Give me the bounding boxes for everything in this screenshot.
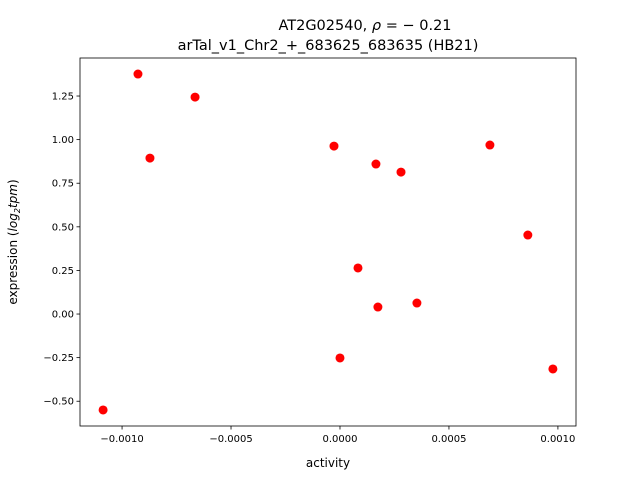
- x-tick-label: 0.0000: [322, 434, 357, 445]
- x-axis-label: activity: [306, 456, 350, 470]
- x-tick-label: −0.0005: [209, 434, 252, 445]
- data-point: [98, 405, 108, 415]
- chart-title-line1: AT2G02540, ρ = − 0.21: [278, 18, 451, 34]
- data-point: [329, 141, 339, 151]
- data-point: [335, 353, 345, 363]
- data-point: [412, 298, 422, 308]
- y-tick-label: 0.25: [52, 266, 74, 277]
- chart-title-line2: arTal_v1_Chr2_+_683625_683635 (HB21): [178, 38, 479, 54]
- y-tick-label: 0.50: [52, 222, 74, 233]
- axes-frame: [79, 57, 577, 427]
- y-tick-label: 1.25: [52, 92, 74, 103]
- y-axis-label: expression (log2tpm): [6, 179, 22, 304]
- title-rho: ρ: [372, 18, 382, 34]
- data-point: [485, 140, 495, 150]
- x-axis-ticks: −0.0010 −0.0005 0.0000 0.0005 0.0010: [100, 426, 575, 445]
- title-prefix: AT2G02540,: [278, 18, 371, 34]
- y-tick-label: 1.00: [52, 135, 74, 146]
- data-point: [396, 167, 406, 177]
- data-point: [133, 69, 143, 79]
- data-point: [145, 153, 155, 163]
- y-tick-label: 0.00: [52, 310, 74, 321]
- y-tick-label: −0.25: [43, 353, 74, 364]
- data-point: [190, 92, 200, 102]
- y-tick-label: 0.75: [52, 179, 74, 190]
- y-axis-ticks: −0.50 −0.25 0.00 0.25 0.50 0.75 1.00 1.25: [43, 92, 80, 408]
- data-point: [373, 302, 383, 312]
- data-point: [548, 364, 558, 374]
- x-tick-label: 0.0010: [540, 434, 575, 445]
- data-points: [98, 69, 558, 415]
- data-point: [523, 230, 533, 240]
- title-value: = − 0.21: [381, 18, 451, 34]
- data-point: [371, 159, 381, 169]
- data-point: [353, 263, 363, 273]
- y-tick-label: −0.50: [43, 397, 74, 408]
- x-tick-label: −0.0010: [100, 434, 143, 445]
- x-tick-label: 0.0005: [431, 434, 466, 445]
